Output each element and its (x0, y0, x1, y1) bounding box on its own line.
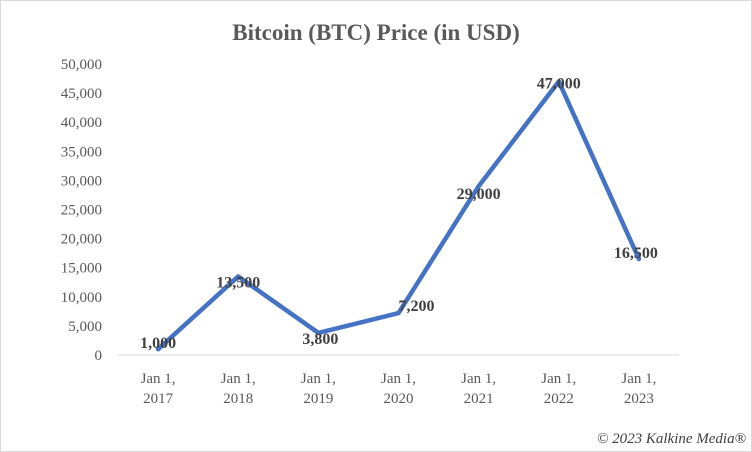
data-label: 7,200 (399, 298, 435, 315)
data-point (476, 184, 481, 189)
y-tick-label: 10,000 (61, 290, 102, 306)
y-tick-label: 40,000 (61, 115, 102, 131)
x-tick-label: Jan 1, 2022 (541, 371, 576, 407)
y-tick-label: 5,000 (68, 319, 102, 335)
chart-title: Bitcoin (BTC) Price (in USD) (232, 20, 520, 45)
data-label: 1,000 (140, 335, 176, 352)
y-tick-label: 30,000 (61, 173, 102, 189)
y-tick-label: 25,000 (61, 203, 102, 219)
x-tick-label: Jan 1, 2023 (621, 371, 656, 407)
data-point (556, 79, 561, 84)
data-point (316, 330, 321, 335)
copyright-credit: © 2023 Kalkine Media® (596, 431, 746, 447)
data-label: 3,800 (302, 331, 338, 348)
y-tick-label: 15,000 (61, 261, 102, 277)
x-tick-label: Jan 1, 2018 (221, 371, 256, 407)
y-tick-label: 35,000 (61, 144, 102, 160)
y-tick-label: 50,000 (61, 57, 102, 73)
data-point (156, 347, 161, 352)
x-tick-label: Jan 1, 2021 (461, 371, 496, 407)
x-tick-label: Jan 1, 2019 (301, 371, 336, 407)
data-label: 13,500 (216, 274, 260, 291)
y-tick-label: 20,000 (61, 232, 102, 248)
data-label: 16,500 (614, 245, 658, 262)
x-tick-label: Jan 1, 2017 (141, 371, 176, 407)
data-point (236, 274, 241, 279)
data-point (636, 256, 641, 261)
data-label: 29,000 (457, 186, 501, 203)
y-tick-label: 0 (95, 348, 103, 364)
data-point (396, 311, 401, 316)
data-label: 47,000 (537, 75, 581, 92)
y-tick-label: 45,000 (61, 86, 102, 102)
x-tick-label: Jan 1, 2020 (381, 371, 416, 407)
